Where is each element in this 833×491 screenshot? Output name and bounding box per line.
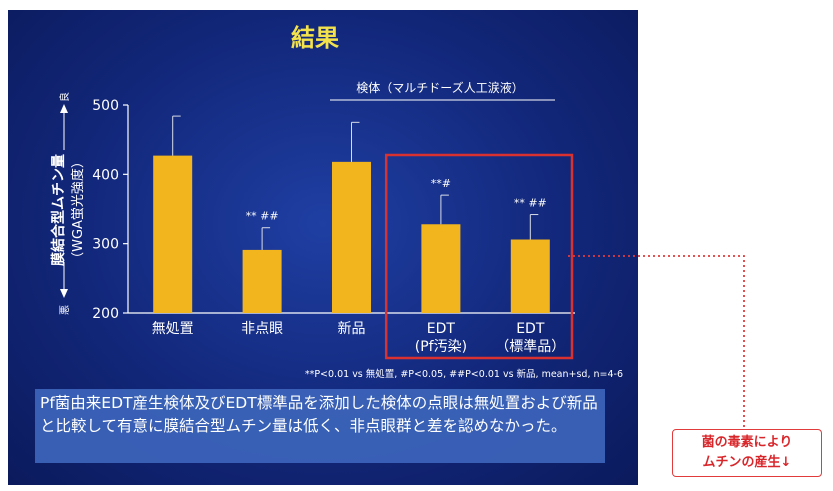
y-arrow-down-head [60, 289, 68, 298]
y-tick-label: 400 [92, 167, 119, 183]
y-axis-sublabel: （WGA蛍光強度） [70, 155, 86, 265]
bar [153, 155, 193, 313]
conclusion-box [35, 389, 605, 463]
significance-label: **# [431, 177, 451, 190]
y-arrow-up-head [60, 104, 68, 113]
x-tick-label: 新品 [338, 321, 366, 337]
chart-footnote: **P<0.01 vs 無処置, #P<0.05, ##P<0.01 vs 新品… [304, 369, 623, 380]
x-tick-sublabel: (Pf汚染) [415, 339, 467, 355]
x-tick-label: EDT [516, 321, 545, 337]
conclusion-text: Pf菌由来EDT産生検体及びEDT標準品を添加した検体の点眼は無処置および新品と… [40, 394, 598, 435]
significance-label: ** ## [246, 210, 279, 223]
y-axis-bad-label: 悪 [59, 305, 71, 315]
slide-title: 結果 [291, 24, 339, 52]
significance-label: ** ## [514, 197, 547, 210]
x-tick-sublabel: （標準品） [495, 339, 565, 355]
callout-box: 菌の毒素により ムチンの産生↓ [672, 429, 822, 477]
x-tick-label: EDT [427, 321, 456, 337]
y-axis-label: 膜結合型ムチン量 [50, 154, 67, 266]
y-tick-label: 300 [92, 237, 119, 253]
bar-chart: 200 300 400 500 膜結合型ムチン量 （WGA蛍光強度） 良悪 検体（マルチドーズ… [50, 80, 574, 360]
y-axis-good-label: 良 [58, 92, 71, 102]
x-tick-label: 無処置 [152, 321, 194, 337]
highlight-box [384, 153, 574, 360]
bar [510, 239, 550, 313]
bar [332, 161, 371, 313]
x-tick-label: 非点眼 [241, 321, 283, 337]
bar [421, 224, 461, 313]
callout-line-2: ムチンの産生↓ [702, 455, 792, 470]
y-tick-label: 500 [92, 98, 119, 114]
group-label: 検体（マルチドーズ人工涙液） [356, 80, 523, 95]
y-tick-label: 200 [92, 306, 119, 322]
callout-line-1: 菌の毒素により [701, 435, 793, 450]
bar [242, 249, 282, 313]
